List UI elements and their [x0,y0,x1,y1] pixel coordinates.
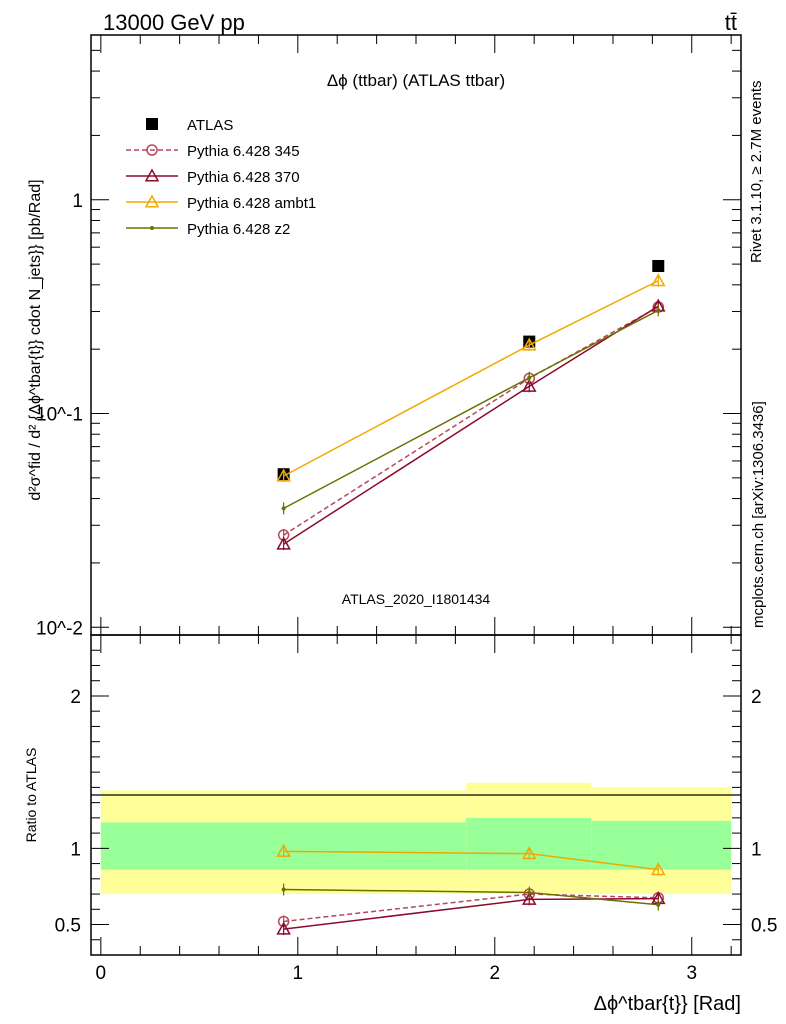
ratio-y-tick-label-right: 1 [751,839,762,860]
ylabel-main: d²σ^fid / d² {Δϕ^tbar{t}} cdot N_jets}} … [27,179,44,500]
rivet-label: Rivet 3.1.10, ≥ 2.7M events [748,81,765,264]
legend-label: Pythia 6.428 ambt1 [187,195,316,212]
x-ticks: 0 1 2 3 [96,35,732,984]
data-point-dot [527,890,532,895]
legend-label: Pythia 6.428 345 [187,143,300,160]
ratio-y-tick-label-right: 0.5 [751,916,777,937]
ratio-y-tick-label-right: 2 [751,687,762,708]
ylabel-ratio: Ratio to ATLAS [23,748,39,843]
xlabel: Δϕ^tbar{t}} [Rad] [594,993,741,1015]
data-point-triangle [521,846,537,860]
data-point-dot [656,308,661,313]
series-line [283,280,659,477]
legend: ATLAS Pythia 6.428 345 Pythia 6.428 370 Pyt… [126,117,316,238]
data-point-triangle [276,921,291,935]
data-point-dot [527,375,532,380]
uncertainty-band-green [591,820,732,870]
ratio-ticks: 0.5 0.5 1 1 2 2 [55,649,777,941]
x-tick-label: 2 [489,963,500,984]
data-point-dot [150,226,154,230]
y-tick-label: 1 [72,191,83,212]
series-line [283,309,659,510]
series-line-ratio [283,897,659,930]
x-tick-label: 1 [293,963,304,984]
legend-label: Pythia 6.428 370 [187,169,300,186]
main-series [276,259,666,551]
ratio-bands [100,782,732,895]
data-point-triangle [144,168,160,182]
data-point-dot [281,506,286,511]
analysis-id: ATLAS_2020_I1801434 [342,591,491,607]
data-point-triangle [276,843,291,857]
legend-label: Pythia 6.428 z2 [187,221,290,238]
process-label: tt̄ [725,10,737,35]
x-tick-label: 3 [686,963,697,984]
data-point-square [146,118,158,130]
data-point-circle [146,144,158,156]
series-line-ratio [283,893,659,923]
data-point-triangle [276,468,291,482]
data-point-dot [656,902,661,907]
data-point-triangle [521,337,537,351]
data-point-square [652,259,665,272]
ratio-y-tick-label: 0.5 [55,916,81,937]
data-point-dot [281,887,286,892]
data-point-triangle [650,862,666,876]
x-tick-label: 0 [96,963,107,984]
data-point-triangle [276,536,291,550]
ratio-y-tick-label: 1 [70,839,81,860]
ratio-series [276,843,666,936]
legend-label: ATLAS [187,117,233,134]
y-tick-label: 10^-1 [36,405,83,426]
ratio-panel: 0.5 0.5 1 1 2 2 0 1 2 3 [55,35,777,984]
plot-title: Δϕ (ttbar) (ATLAS ttbar) [327,71,505,90]
data-point-triangle [650,273,666,287]
data-point-triangle [521,378,537,392]
data-point-triangle [521,891,537,905]
data-point-triangle [144,194,160,208]
energy-label: 13000 GeV pp [103,10,245,35]
source-label: mcplots.cern.ch [arXiv:1306.3436] [750,401,767,628]
ratio-y-tick-label: 2 [70,687,81,708]
series-line [283,305,659,545]
main-panel: 10^-2 10^-1 1 Δϕ (ttbar) (ATLAS ttbar) ATL… [36,34,742,639]
main-ticks: 10^-2 10^-1 1 [36,49,741,639]
y-tick-label: 10^-2 [36,618,83,639]
uncertainty-band-green [466,817,592,870]
